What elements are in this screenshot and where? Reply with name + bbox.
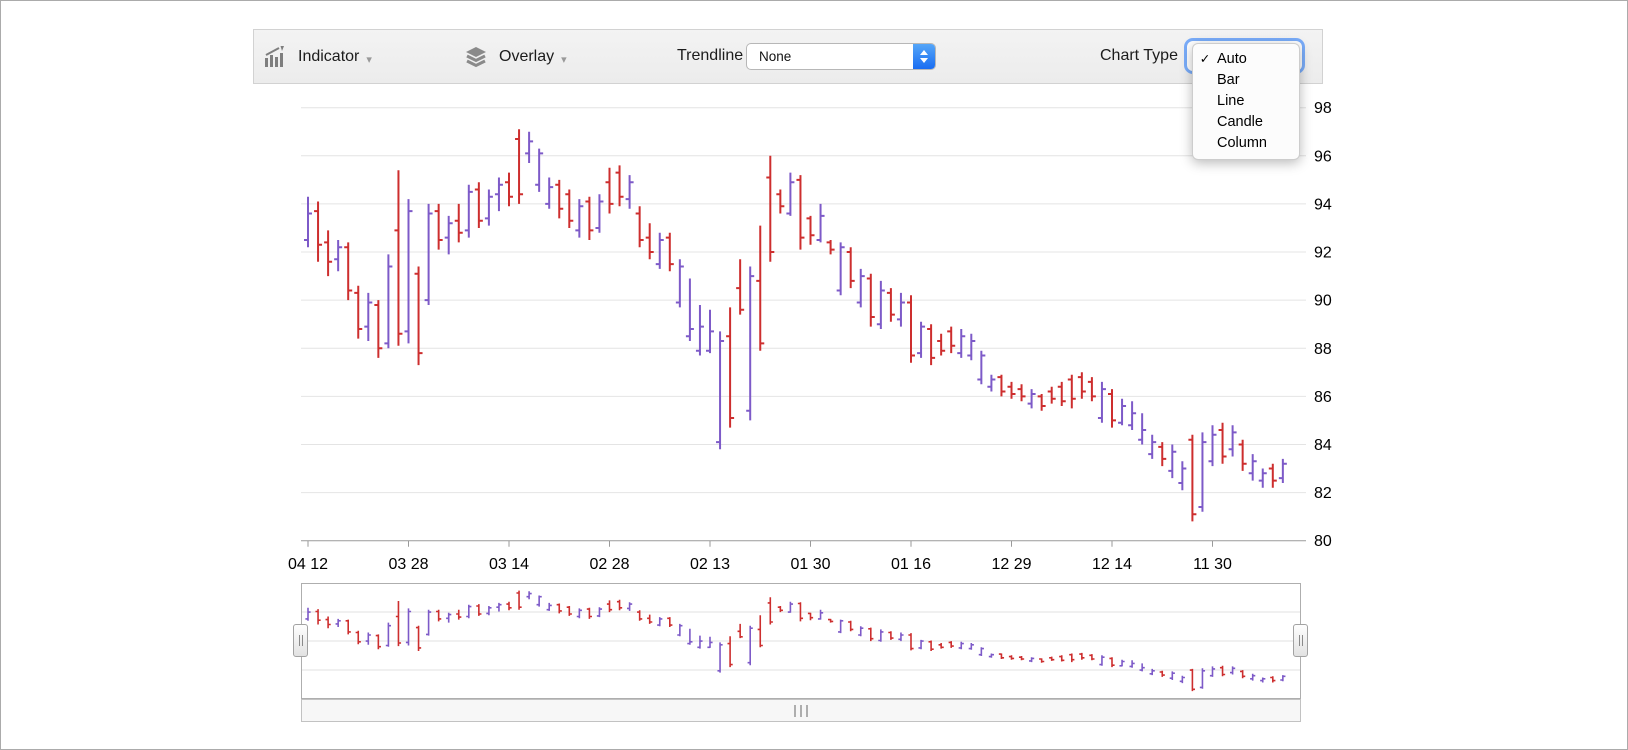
indicator-menu-button[interactable]: Indicator ▾ (264, 30, 372, 83)
x-axis-tick-label: 03 14 (489, 556, 529, 573)
y-axis-tick-label: 84 (1314, 437, 1332, 454)
trendline-select-value: None (759, 49, 792, 64)
menu-item-bar[interactable]: Bar (1217, 71, 1240, 88)
trendline-label: Trendline (677, 47, 744, 64)
toolbar: Indicator ▾ Overlay ▾ Trendline None Cha… (253, 29, 1323, 84)
navigator-scrollbar-grip[interactable] (794, 705, 808, 717)
overlay-label: Overlay (499, 47, 555, 65)
chart-type-menu: ✓ Auto Bar Line Candle Column (1192, 43, 1300, 160)
x-axis-tick-label: 11 30 (1193, 556, 1232, 573)
resize-handle-icon (1301, 635, 1303, 646)
navigator-up-bars (305, 591, 1286, 689)
menu-item-column[interactable]: Column (1217, 134, 1267, 151)
y-axis-tick-label: 92 (1314, 245, 1332, 262)
navigator-right-handle[interactable] (1293, 624, 1308, 657)
navigator (301, 583, 1301, 699)
x-axis-tick-label: 04 12 (288, 556, 328, 573)
select-stepper-icon (913, 44, 935, 69)
ohlc-up-bars (304, 131, 1287, 512)
y-axis-tick-label: 80 (1314, 533, 1332, 550)
x-axis-tick-label: 12 29 (991, 556, 1031, 573)
menu-item-line[interactable]: Line (1217, 92, 1245, 109)
check-icon: ✓ (1199, 52, 1211, 66)
trendline-select[interactable]: None (746, 43, 936, 70)
x-axis-tick-label: 01 16 (891, 556, 931, 573)
overlay-menu-button[interactable]: Overlay ▾ (464, 30, 567, 83)
indicator-label: Indicator (298, 47, 360, 65)
main-chart-axes: 98 96 94 92 90 88 86 84 82 80 04 12 03 28 03 14 02 28… (288, 100, 1332, 573)
x-axis-tick-label: 12 14 (1092, 556, 1132, 573)
main-chart-series (304, 129, 1287, 522)
y-axis-tick-label: 96 (1314, 148, 1332, 165)
chevron-down-icon: ▾ (561, 54, 567, 66)
chart-type-label: Chart Type (1100, 47, 1178, 64)
x-axis-tick-label: 02 13 (690, 556, 730, 573)
resize-handle-icon (298, 635, 300, 646)
navigator-left-handle[interactable] (293, 624, 308, 657)
y-axis-tick-label: 98 (1314, 100, 1332, 117)
chevron-down-icon: ▾ (366, 54, 372, 66)
resize-handle-icon (301, 635, 303, 646)
y-axis-tick-label: 90 (1314, 293, 1332, 310)
x-axis-tick-label: 01 30 (790, 556, 830, 573)
x-axis-tick-label: 03 28 (388, 556, 428, 573)
x-axis-tick-label: 02 28 (589, 556, 629, 573)
resize-handle-icon (1298, 635, 1300, 646)
ohlc-down-bars (314, 129, 1277, 522)
menu-item-auto[interactable]: ✓ Auto (1193, 48, 1299, 69)
y-axis-tick-label: 94 (1314, 196, 1332, 213)
navigator-scrollbar[interactable] (301, 699, 1301, 722)
navigator-down-bars (315, 590, 1276, 692)
y-axis-tick-label: 82 (1314, 485, 1332, 502)
overlay-layers-icon (466, 46, 486, 67)
menu-item-candle[interactable]: Candle (1217, 113, 1263, 130)
y-axis-tick-label: 86 (1314, 389, 1332, 406)
indicator-bar-chart-icon (265, 46, 284, 67)
y-axis-tick-label: 88 (1314, 341, 1332, 358)
